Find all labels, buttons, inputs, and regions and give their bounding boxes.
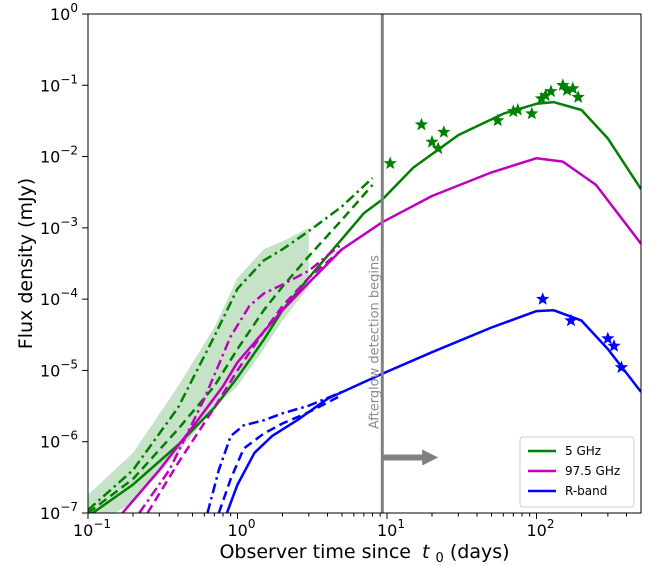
x-axis-label-subscript: 0 [436,551,444,566]
series-97-5-ghz-solid [121,156,641,513]
observation-5-ghz-star [544,84,558,98]
observation-5-ghz-star [425,135,439,148]
observation-5-ghz-star [566,81,580,95]
x-axis-label-symbol: t [422,541,431,563]
y-tick-label: 10−3 [40,215,78,238]
observation-r-band-star [564,313,578,327]
x-axis-label-text: Observer time since [219,541,411,563]
legend-label-97-5-ghz: 97.5 GHz [565,464,620,478]
observation-5-ghz-star [414,117,429,131]
series-r-band-dashdot [206,390,343,513]
legend: 5 GHz 97.5 GHz R-band [519,436,635,508]
observation-5-ghz-star [525,106,539,120]
observation-5-ghz-star [538,88,553,102]
y-tick-label: 100 [50,1,78,24]
series-5-ghz-dashed [88,184,374,513]
series-r-band-dashed [217,393,343,513]
observation-5-ghz-star [437,125,451,138]
x-tick-label: 102 [527,517,555,540]
y-tick-label: 10−7 [40,500,78,523]
legend-label-r-band: R-band [565,484,607,498]
y-tick-label: 10−6 [40,429,78,452]
x-tick-label: 101 [377,517,405,540]
y-tick-label: 10−2 [40,144,78,167]
annotation-layer: Afterglow detection begins [367,14,439,513]
observation-5-ghz-star [571,90,585,103]
x-axis-label-suffix: (days) [450,541,510,563]
series-5-ghz-solid [90,100,641,513]
y-tick-label: 10−4 [40,286,78,309]
line-layer [88,100,641,513]
y-tick-label: 10−1 [40,72,78,95]
x-tick-label: 10−1 [73,517,111,540]
series-97-5-ghz-dashdot [138,242,343,513]
observation-5-ghz-star [511,103,525,116]
marker-layer [383,78,629,374]
observation-r-band-star [601,331,615,345]
observation-r-band-star [614,360,629,374]
observation-5-ghz-star [556,78,570,91]
tick-layer: 10−1 100 101 102 10−7 10−6 10−5 10−4 10−3 10−2 10−… [40,1,628,540]
observation-5-ghz-star [383,156,397,170]
detection-begins-label: Afterglow detection begins [367,255,382,429]
x-axis-label: Observer time since t 0 (days) [219,541,509,566]
y-tick-label: 10−5 [40,357,78,380]
series-5-ghz-dashdot [88,177,374,511]
observation-r-band-star [536,292,550,305]
observation-5-ghz-star [491,113,505,127]
axes-frame [87,13,642,514]
legend-box [519,436,635,508]
legend-label-5-ghz: 5 GHz [565,444,601,458]
detection-arrow-icon [382,449,439,466]
uncertainty-band [88,227,309,513]
x-tick-label: 100 [228,517,256,540]
observation-5-ghz-star [431,141,445,155]
observation-5-ghz-star [506,104,520,118]
y-axis-label: Flux density (mJy) [15,178,37,349]
observation-r-band-star [607,339,621,352]
band-layer [88,227,309,513]
observation-5-ghz-star [534,91,549,105]
observation-5-ghz-star [560,83,574,96]
